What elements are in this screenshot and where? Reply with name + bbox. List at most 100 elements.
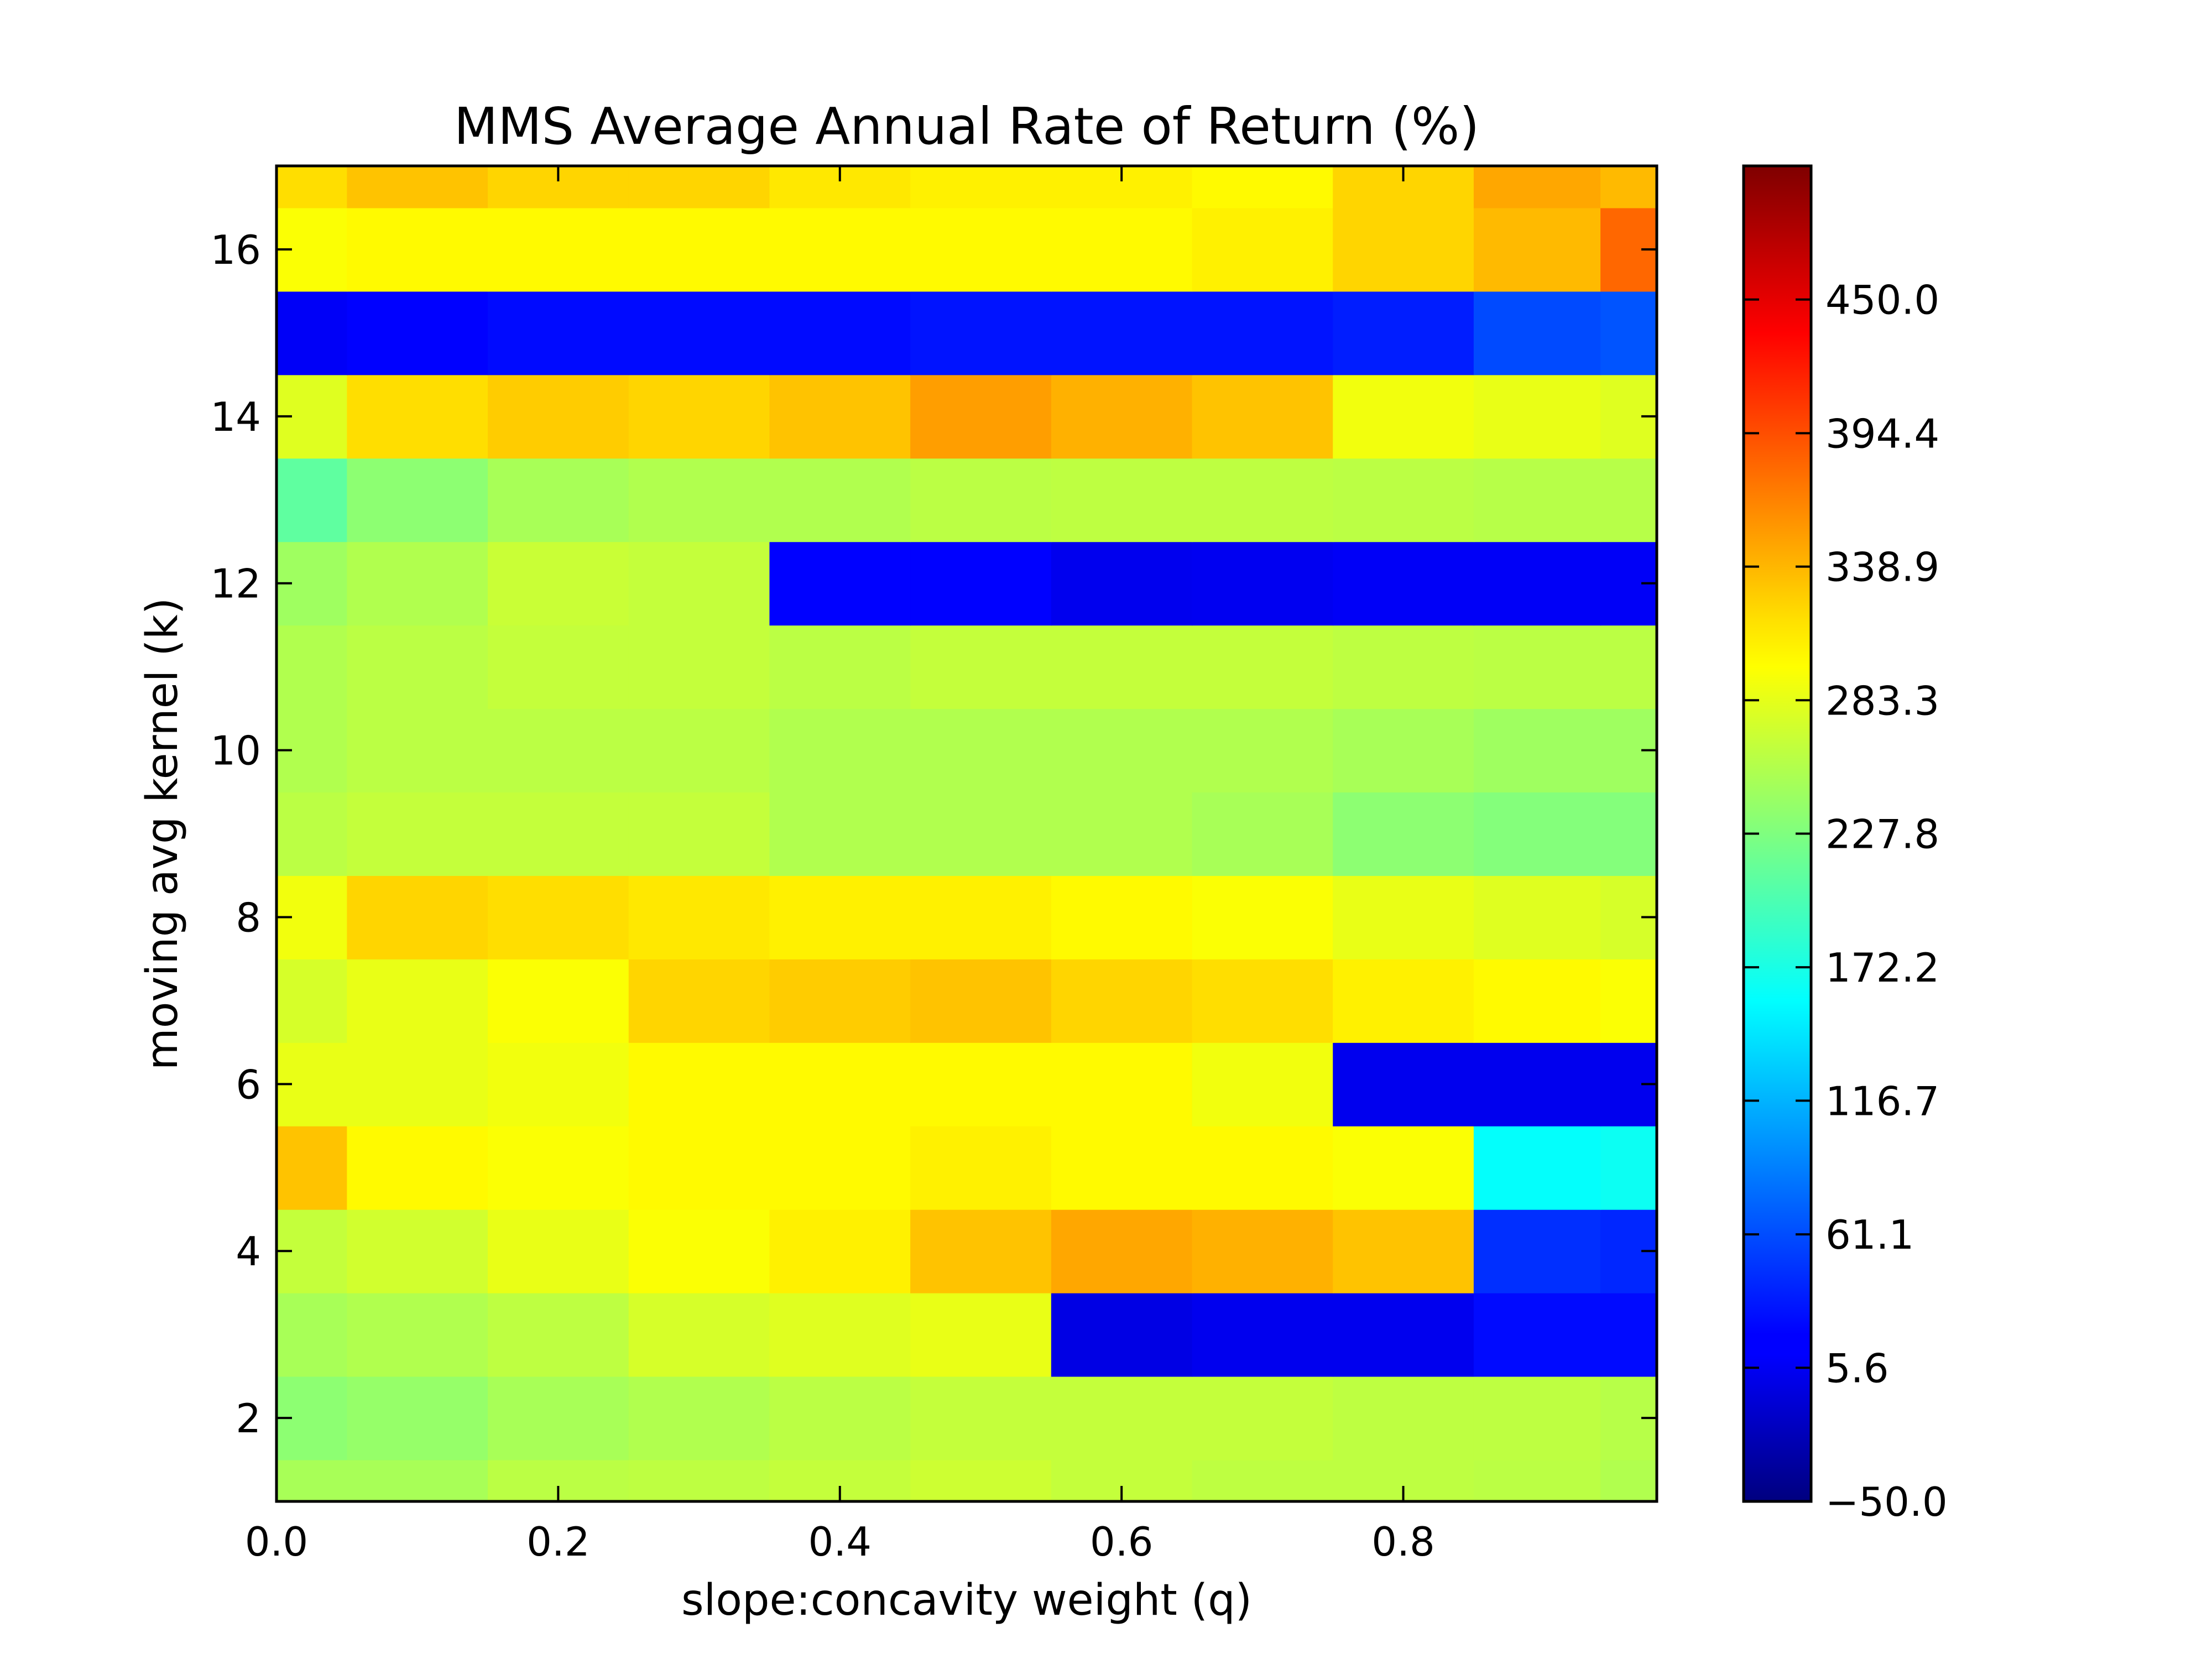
heatmap-cell — [1051, 792, 1193, 876]
colorbar-ticks: −50.0 5.6 61.1 116.7 172.2 227.8 283.3 338.9 394… — [1744, 277, 1948, 1525]
heatmap-cell — [488, 875, 629, 959]
heatmap-cell — [628, 207, 770, 292]
heatmap-cell — [1333, 1292, 1474, 1377]
heatmap-cell — [769, 1042, 911, 1126]
heatmap-cell — [1192, 792, 1334, 876]
heatmap-cell — [347, 207, 489, 292]
heatmap-cell — [1473, 708, 1601, 793]
heatmap-cell — [1192, 875, 1334, 959]
heatmap-cell — [1051, 207, 1193, 292]
heatmap-cell — [276, 291, 348, 375]
heatmap-cell — [347, 458, 489, 542]
plot-frame — [275, 164, 1658, 1503]
heatmap-cell — [628, 958, 770, 1043]
heatmap-cell — [628, 1376, 770, 1460]
heatmap-cell — [910, 708, 1052, 793]
heatmap-cell — [1473, 1125, 1601, 1210]
heatmap-cell — [1192, 1292, 1334, 1377]
heatmap-cell — [347, 374, 489, 459]
colorbar-tick-label: 61.1 — [1825, 1212, 1914, 1258]
heatmap-cell — [910, 1459, 1052, 1501]
heatmap-cell — [347, 541, 489, 626]
heatmap-cell — [910, 875, 1052, 959]
heatmap-cell — [276, 374, 348, 459]
heatmap-cell — [276, 1125, 348, 1210]
heatmap-cell — [1473, 875, 1601, 959]
x-tick-label: 0.4 — [808, 1519, 872, 1565]
y-tick-label: 16 — [210, 227, 261, 273]
heatmap-cell — [1051, 958, 1193, 1043]
heatmap-cell — [347, 625, 489, 709]
heatmap-cell — [1051, 374, 1193, 459]
x-tick-label: 0.2 — [526, 1519, 590, 1565]
heatmap-cell — [1600, 625, 1657, 709]
heatmap-cell — [628, 458, 770, 542]
heatmap-cell — [347, 291, 489, 375]
colorbar-tick-label: 116.7 — [1825, 1078, 1939, 1124]
heatmap-cell — [1333, 207, 1474, 292]
y-tick-label: 8 — [236, 894, 261, 941]
heatmap-cell — [1051, 291, 1193, 375]
heatmap-cell — [1473, 625, 1601, 709]
heatmap-cell — [488, 458, 629, 542]
x-axis-label: slope:concavity weight (q) — [681, 1575, 1252, 1625]
y-tick-label: 12 — [210, 561, 261, 607]
heatmap-cell — [1473, 291, 1601, 375]
colorbar-tick-label: 227.8 — [1825, 811, 1939, 858]
heatmap-cell — [347, 1042, 489, 1126]
heatmap-cell — [488, 1125, 629, 1210]
heatmap-cell — [276, 1292, 348, 1377]
heatmap-cell — [488, 1209, 629, 1293]
heatmap-cell — [1473, 166, 1601, 208]
chart-title: MMS Average Annual Rate of Return (%) — [454, 97, 1479, 156]
colorbar-tick-label: 283.3 — [1825, 677, 1939, 724]
heatmap-cell — [910, 207, 1052, 292]
colorbar-tick-label: 338.9 — [1825, 544, 1939, 591]
y-tick-label: 2 — [236, 1395, 261, 1442]
heatmap-cell — [1051, 1292, 1193, 1377]
heatmap-cell — [488, 1376, 629, 1460]
heatmap-cell — [1333, 958, 1474, 1043]
heatmap-cell — [1473, 958, 1601, 1043]
heatmap-cell — [1051, 1042, 1193, 1126]
heatmap-cell — [1051, 1125, 1193, 1210]
heatmap-cell — [910, 374, 1052, 459]
heatmap-cell — [488, 625, 629, 709]
heatmap-cell — [769, 374, 911, 459]
heatmap-cell — [1051, 625, 1193, 709]
heatmap-cell — [1192, 166, 1334, 208]
heatmap-cell — [769, 1209, 911, 1293]
heatmap-cell — [1192, 1459, 1334, 1501]
heatmap-cell — [276, 792, 348, 876]
heatmap-cell — [488, 291, 629, 375]
heatmap-cell — [488, 792, 629, 876]
heatmap-cell — [1600, 1376, 1657, 1460]
heatmap-cell — [1051, 875, 1193, 959]
heatmap-cell — [910, 1042, 1052, 1126]
heatmap-cell — [1473, 1042, 1601, 1126]
heatmap-cell — [628, 1209, 770, 1293]
heatmap-cell — [488, 708, 629, 793]
heatmap-cell — [628, 166, 770, 208]
heatmap-cell — [276, 1459, 348, 1501]
heatmap-cell — [628, 291, 770, 375]
heatmap-cell — [628, 1125, 770, 1210]
heatmap-cell — [488, 1042, 629, 1126]
heatmap-cell — [628, 792, 770, 876]
heatmap-cell — [1051, 1209, 1193, 1293]
heatmap-cell — [769, 875, 911, 959]
heatmap-cell — [347, 1125, 489, 1210]
heatmap-cell — [1333, 792, 1474, 876]
y-axis: 2 4 6 8 10 12 14 16 — [210, 227, 1657, 1442]
heatmap-cell — [276, 207, 348, 292]
heatmap-cell — [769, 207, 911, 292]
heatmap-cell — [1192, 1376, 1334, 1460]
heatmap-cell — [1473, 1459, 1601, 1501]
heatmap-cell — [910, 1209, 1052, 1293]
heatmap-cell — [628, 541, 770, 626]
heatmap-cell — [1473, 792, 1601, 876]
colorbar-tick-label: 5.6 — [1825, 1345, 1889, 1391]
heatmap-cell — [1333, 1376, 1474, 1460]
heatmap-cell — [1600, 1459, 1657, 1501]
heatmap-cell — [347, 1376, 489, 1460]
